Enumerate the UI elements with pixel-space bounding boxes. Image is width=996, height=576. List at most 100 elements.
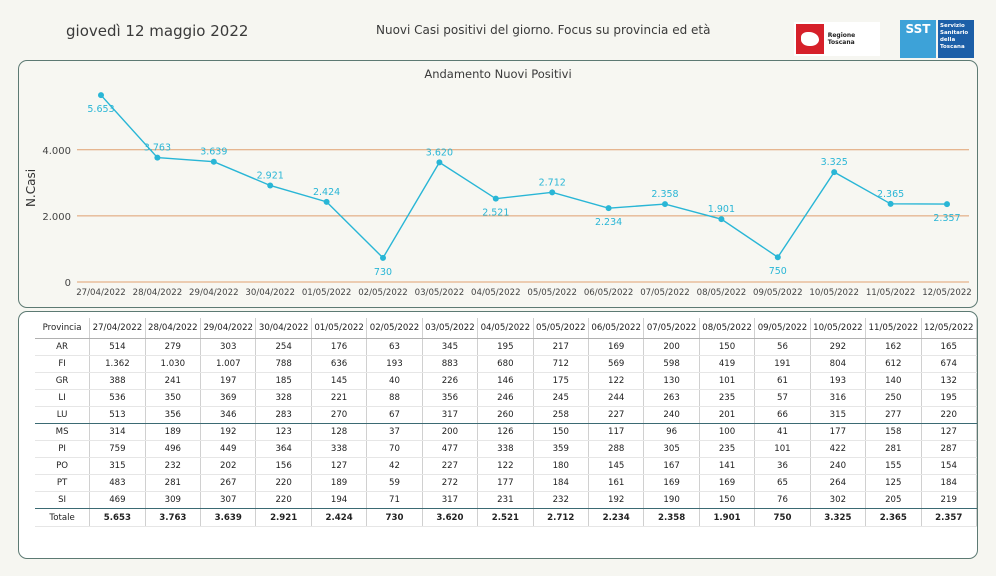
province-cell: AR — [35, 338, 91, 356]
value-cell: 483 — [89, 474, 146, 492]
regione-toscana-logo-text: Regione Toscana — [827, 32, 856, 46]
value-cell: 883 — [422, 355, 479, 373]
value-cell: 235 — [699, 440, 756, 458]
data-point — [662, 201, 668, 208]
data-label: 2.424 — [313, 187, 340, 198]
value-cell: 2.424 — [311, 508, 368, 527]
x-tick-label: 04/05/2022 — [471, 288, 521, 298]
data-label: 5.653 — [87, 104, 114, 115]
value-cell: 191 — [754, 355, 811, 373]
table-row: SI 469 309 307 220 194 71 317 231 232 192 190 150 76 3… — [35, 491, 977, 509]
value-cell: 56 — [754, 338, 811, 356]
data-label: 2.234 — [595, 217, 622, 228]
value-cell: 220 — [255, 474, 312, 492]
value-cell: 350 — [145, 389, 202, 407]
report-date: giovedì 12 maggio 2022 — [66, 22, 249, 40]
value-cell: 422 — [810, 440, 867, 458]
value-cell: 100 — [699, 423, 756, 441]
value-cell: 197 — [200, 372, 257, 390]
table-row: PI 759 496 449 364 338 70 477 338 359 288 305 235 101… — [35, 440, 977, 458]
chart-title: Andamento Nuovi Positivi — [424, 67, 571, 81]
value-cell: 419 — [699, 355, 756, 373]
value-cell: 2.234 — [588, 508, 645, 527]
data-label: 2.365 — [877, 189, 904, 200]
value-cell: 316 — [810, 389, 867, 407]
value-cell: 65 — [754, 474, 811, 492]
header-date: 04/05/2022 — [477, 318, 534, 339]
data-label: 1.901 — [708, 204, 735, 215]
value-cell: 267 — [200, 474, 257, 492]
data-point — [98, 92, 104, 99]
value-cell: 1.901 — [699, 508, 756, 527]
value-cell: 71 — [366, 491, 423, 509]
value-cell: 314 — [89, 423, 146, 441]
value-cell: 750 — [754, 508, 811, 527]
y-axis-label: N.Casi — [24, 169, 38, 207]
value-cell: 88 — [366, 389, 423, 407]
value-cell: 1.362 — [89, 355, 146, 373]
header-date: 02/05/2022 — [366, 318, 423, 339]
x-tick-label: 07/05/2022 — [640, 288, 690, 298]
data-label: 3.325 — [821, 157, 848, 168]
value-cell: 189 — [311, 474, 368, 492]
data-point — [605, 205, 612, 212]
value-cell: 66 — [754, 406, 811, 424]
header-date: 03/05/2022 — [422, 318, 479, 339]
sst-logo: SST Servizio Sanitario della Toscana — [900, 20, 974, 58]
table-header-row: Provincia 27/04/2022 28/04/2022 29/04/2022 3… — [35, 318, 977, 339]
value-cell: 536 — [89, 389, 146, 407]
value-cell: 2.712 — [533, 508, 589, 527]
x-tick-label: 10/05/2022 — [809, 288, 859, 298]
data-point — [944, 201, 950, 208]
value-cell: 2.365 — [865, 508, 922, 527]
value-cell: 674 — [921, 355, 977, 373]
value-cell: 240 — [810, 457, 867, 475]
y-tick-label: 4.000 — [42, 146, 71, 157]
value-cell: 101 — [699, 372, 756, 390]
value-cell: 227 — [588, 406, 645, 424]
value-cell: 57 — [754, 389, 811, 407]
value-cell: 1.030 — [145, 355, 202, 373]
value-cell: 36 — [754, 457, 811, 475]
table-panel: Provincia 27/04/2022 28/04/2022 29/04/2022 3… — [18, 311, 978, 559]
data-point — [549, 189, 556, 196]
value-cell: 245 — [533, 389, 589, 407]
value-cell: 514 — [89, 338, 146, 356]
value-cell: 150 — [699, 338, 756, 356]
value-cell: 232 — [145, 457, 202, 475]
value-cell: 61 — [754, 372, 811, 390]
value-cell: 231 — [477, 491, 534, 509]
value-cell: 364 — [255, 440, 312, 458]
value-cell: 156 — [255, 457, 312, 475]
data-point — [380, 254, 386, 261]
value-cell: 158 — [865, 423, 922, 441]
province-cell: GR — [35, 372, 91, 390]
value-cell: 195 — [477, 338, 534, 356]
value-cell: 177 — [477, 474, 534, 492]
value-cell: 96 — [643, 423, 700, 441]
value-cell: 241 — [145, 372, 202, 390]
value-cell: 3.620 — [422, 508, 479, 527]
province-cell: PO — [35, 457, 91, 475]
chart-panel: Andamento Nuovi Positivi N.Casi 0 2.000 4.… — [18, 60, 978, 308]
sst-logo-text: Servizio Sanitario della Toscana — [938, 20, 974, 58]
value-cell: 220 — [255, 491, 312, 509]
value-cell: 315 — [810, 406, 867, 424]
header-date: 08/05/2022 — [699, 318, 756, 339]
value-cell: 281 — [145, 474, 202, 492]
value-cell: 154 — [921, 457, 977, 475]
value-cell: 388 — [89, 372, 146, 390]
value-cell: 598 — [643, 355, 700, 373]
x-tick-label: 02/05/2022 — [358, 288, 408, 298]
value-cell: 202 — [200, 457, 257, 475]
value-cell: 2.357 — [921, 508, 977, 527]
value-cell: 227 — [422, 457, 479, 475]
value-cell: 612 — [865, 355, 922, 373]
data-label: 3.763 — [144, 143, 171, 154]
value-cell: 127 — [311, 457, 368, 475]
value-cell: 123 — [255, 423, 312, 441]
value-cell: 162 — [865, 338, 922, 356]
value-cell: 201 — [699, 406, 756, 424]
value-cell: 338 — [311, 440, 368, 458]
value-cell: 122 — [588, 372, 645, 390]
